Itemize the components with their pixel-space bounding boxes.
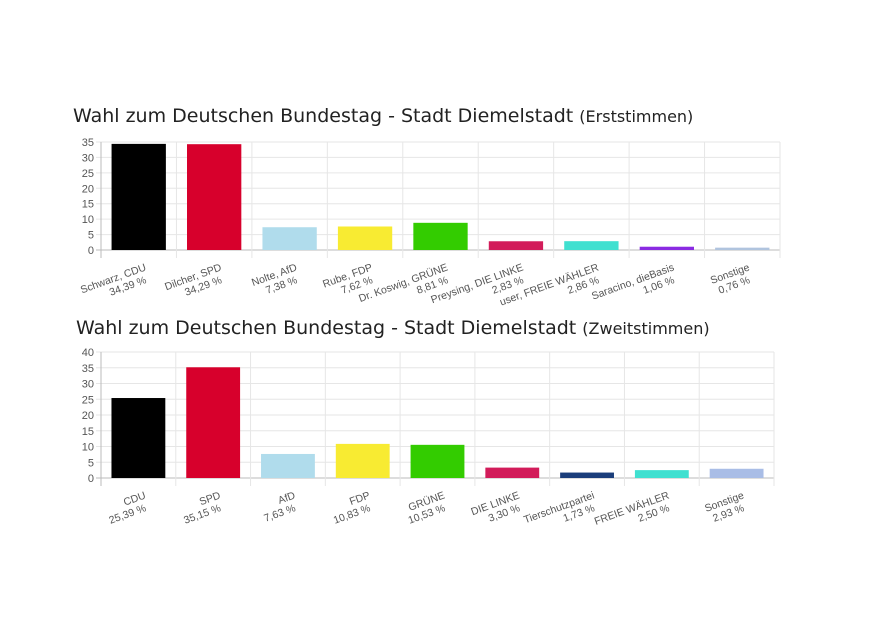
x-tick-label: DIE LINKE3,30 % [469,490,525,530]
bar-schwarz-cdu [111,143,166,250]
bar-nolte-afd [262,227,317,250]
x-tick-label: Tierschutzpartei1,73 % [522,490,600,538]
bar-gr-ne [410,444,465,478]
y-tick-label: 10 [82,214,94,226]
y-tick-label: 15 [82,199,94,211]
y-tick-label: 10 [82,442,94,454]
chart-subtitle: (Zweitstimmen) [582,319,710,338]
bar-cdu [111,398,166,478]
x-tick-label: Sonstige2,93 % [703,489,750,526]
x-tick-label: Saracino, dieBasis1,06 % [590,262,680,314]
y-tick-label: 25 [82,394,94,406]
y-tick-label: 5 [88,457,94,469]
bar-fdp [335,443,390,478]
y-tick-label: 5 [88,230,94,242]
y-tick-label: 30 [82,379,94,391]
chart-title-text: Wahl zum Deutschen Bundestag - Stadt Die… [73,105,574,127]
chart-0: 0 5 10 15 20 25 30 35 Schwarz, CDU34,39 % Dilcher… [79,137,781,314]
bar-afd [261,453,315,478]
x-tick-label: Schwarz, CDU34,39 % [79,262,152,308]
x-tick-label: AfD7,63 % [258,489,301,524]
bar-sonstige [715,247,770,250]
y-tick-label: 30 [82,152,94,164]
y-tick-label: 20 [82,410,94,422]
chart-title-text: Wahl zum Deutschen Bundestag - Stadt Die… [76,317,577,339]
y-tick-label: 20 [82,183,94,195]
y-tick-label: 0 [88,245,94,257]
y-tick-label: 35 [82,137,94,149]
x-tick-label: FREIE WÄHLER2,50 % [593,489,676,539]
bar-sonstige [709,468,764,478]
x-tick-label: SPD35,15 % [178,489,227,526]
chart-title-erststimmen: Wahl zum Deutschen Bundestag - Stadt Die… [73,105,693,127]
y-tick-label: 40 [82,347,94,359]
bar-spd [186,367,241,478]
y-tick-label: 0 [88,473,94,485]
chart-title-zweitstimmen: Wahl zum Deutschen Bundestag - Stadt Die… [76,317,710,339]
x-tick-label: FDP10,83 % [328,490,376,527]
y-tick-label: 25 [82,168,94,180]
y-tick-label: 15 [82,426,94,438]
bar-dilcher-spd [187,144,242,250]
bar-freie-w-hler [634,470,689,478]
bar-dr-koswig-gr-ne [413,222,468,250]
x-tick-label: Nolte, AfD7,38 % [250,261,303,300]
x-tick-label: GRÜNE10,53 % [402,490,450,527]
y-tick-label: 35 [82,363,94,375]
x-tick-label: Dilcher, SPD34,29 % [163,261,228,304]
x-tick-label: CDU25,39 % [103,490,151,527]
bar-rube-fdp [337,226,393,250]
bar-user-freie-w-hler [564,241,619,250]
bar-preysing-die-linke [488,241,544,250]
bar-die-linke [485,467,540,478]
chart-1: 0 5 10 15 20 25 30 35 40 CDU25,39 % SPD35,15 % AfD7… [82,347,775,539]
x-tick-label: Sonstige0,76 % [709,261,756,298]
chart-subtitle: (Erststimmen) [579,107,694,126]
bar-tierschutzpartei [560,472,614,478]
bar-saracino-diebasis [639,246,694,250]
